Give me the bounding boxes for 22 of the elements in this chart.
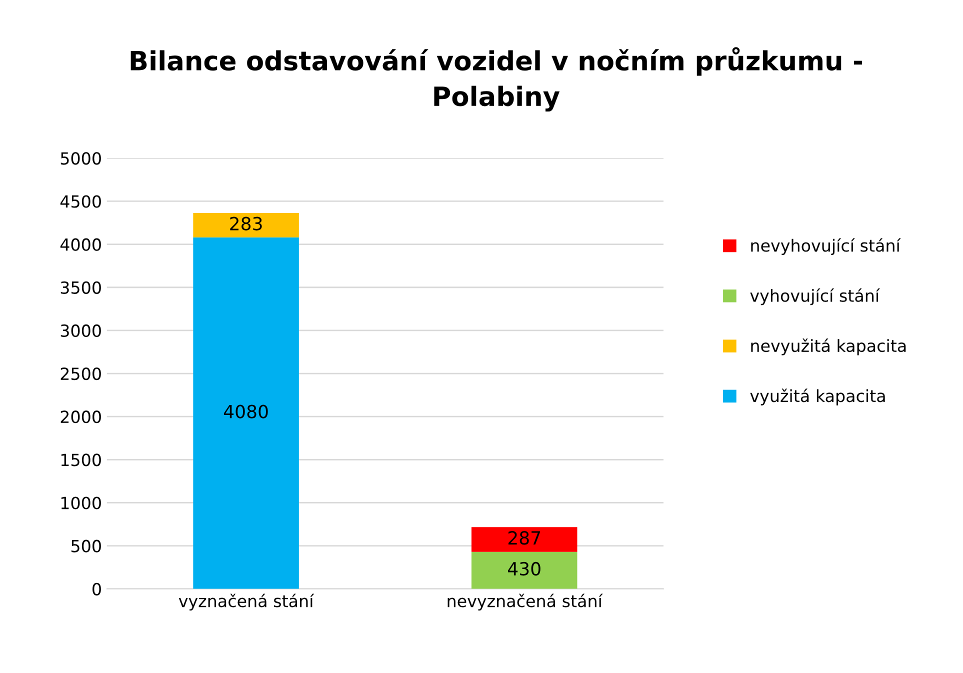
y-tick-label: 5000 bbox=[60, 152, 101, 165]
x-tick-label: nevyznačená stání bbox=[448, 594, 603, 611]
y-tick-label: 2500 bbox=[60, 367, 101, 380]
y-tick-label: 1000 bbox=[61, 496, 101, 510]
y-tick-label: 4000 bbox=[60, 238, 101, 251]
legend-label: vyhovující stání bbox=[750, 288, 880, 306]
legend-label: nevyužitá kapacita bbox=[751, 338, 906, 356]
y-tick-label: 2000 bbox=[60, 410, 101, 424]
legend-label: nevyhovující stání bbox=[751, 238, 901, 256]
y-tick-label: 4500 bbox=[60, 195, 101, 208]
x-tick-label: vyznačená stání bbox=[178, 594, 314, 611]
y-tick-label: 1500 bbox=[61, 454, 101, 466]
legend-label: využitá kapacita bbox=[750, 388, 885, 406]
y-tick-label: 3000 bbox=[60, 324, 101, 338]
y-tick-label: 3500 bbox=[60, 281, 101, 294]
y-tick-label: 500 bbox=[72, 540, 101, 552]
data-label: 4080 bbox=[224, 404, 268, 418]
data-label: 283 bbox=[230, 216, 262, 230]
chart-title: Bilance odstavování vozidel v nočním průzkumu - Polabiny bbox=[130, 47, 862, 112]
data-label: 287 bbox=[508, 531, 540, 545]
data-label: 430 bbox=[508, 562, 540, 576]
y-tick-label: 0 bbox=[92, 582, 101, 596]
